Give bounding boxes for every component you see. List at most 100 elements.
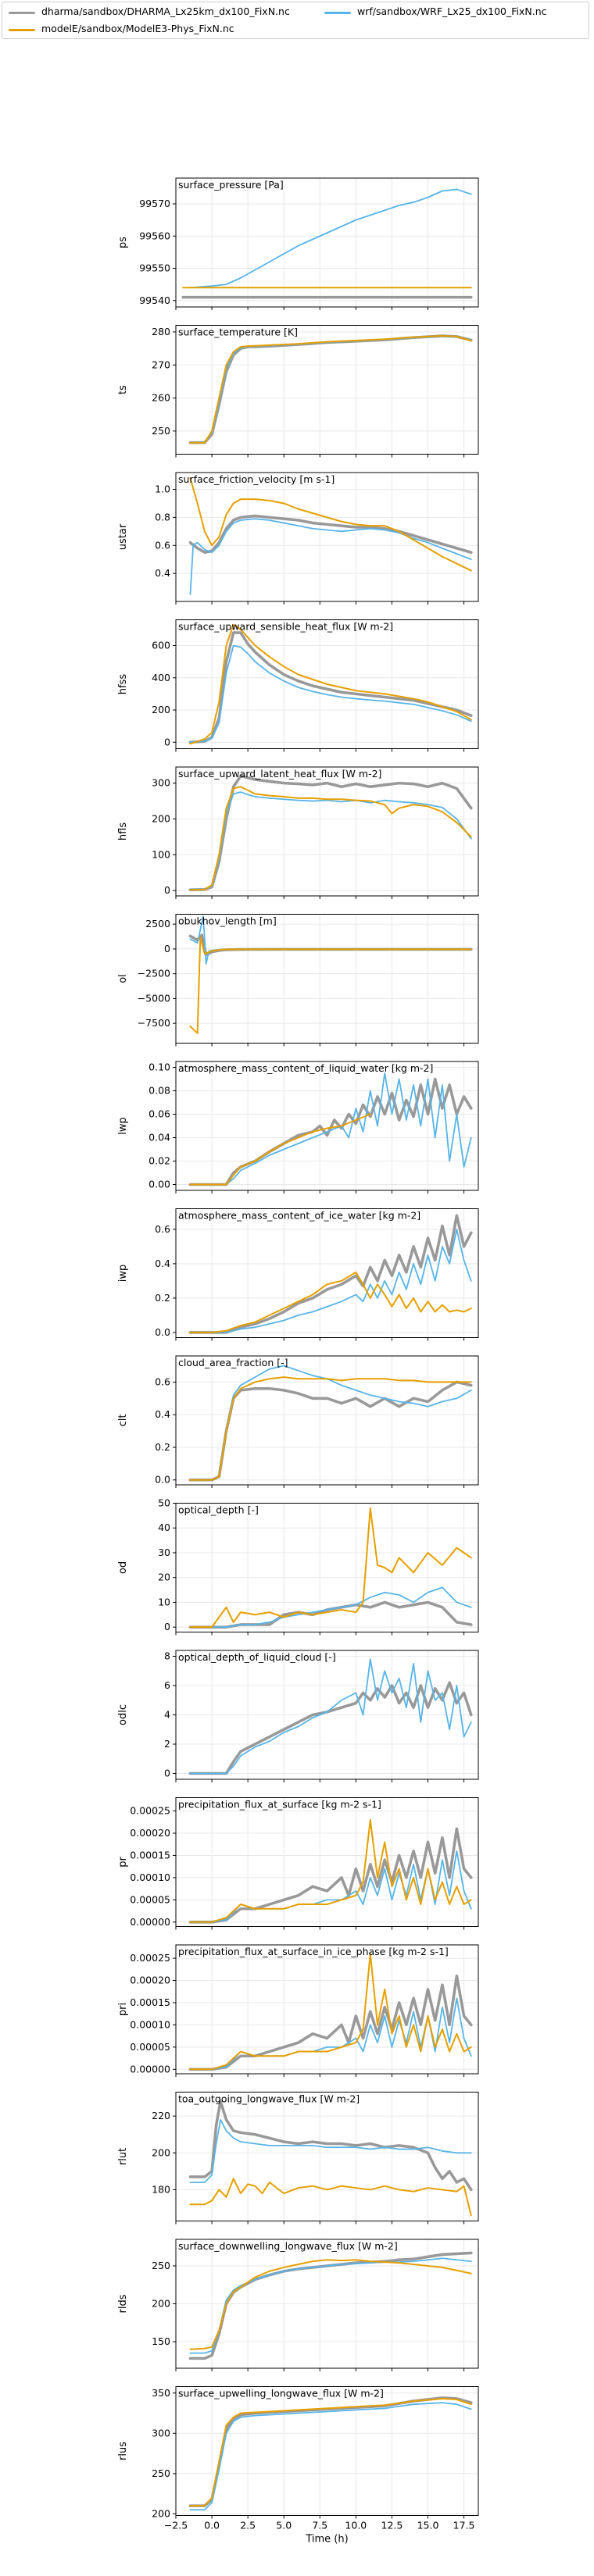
subplot-6: −7500 −5000 −2500 0 2500 obukhov_length [m] ol <box>117 914 479 1047</box>
subplot-16: 200 250 300 350 −2.5 0.0 2.5 5.0 7.5 10.0 12.5 15.0… <box>117 2386 479 2546</box>
subplot-title: surface_downwelling_longwave_flux [W m-2… <box>178 2240 398 2252</box>
axes-frame <box>175 766 479 897</box>
y-tick-label: 0.00010 <box>130 2018 170 2030</box>
y-tick-label: 180 <box>152 2183 170 2195</box>
legend-label-modele: modelE/sandbox/ModelE3-Phys_FixN.nc <box>41 23 234 34</box>
x-tick-label: 17.5 <box>453 2520 475 2531</box>
y-tick-label: 0.8 <box>155 511 170 523</box>
axes-frame <box>175 2386 479 2516</box>
x-tick-label: 7.5 <box>312 2520 327 2531</box>
y-tick-label: 270 <box>152 359 170 370</box>
subplot-title: surface_friction_velocity [m s-1] <box>178 473 335 485</box>
subplot-3: 0.4 0.6 0.8 1.0 surface_friction_velocity [m… <box>117 472 479 605</box>
axes-frame <box>175 472 479 602</box>
y-tick-label: 300 <box>152 777 170 789</box>
y-tick-label: 0.00005 <box>130 1893 170 1905</box>
y-axis-label: ts <box>117 385 129 394</box>
series-line-dharma <box>188 1077 473 1186</box>
y-tick-label: 99550 <box>139 262 170 274</box>
y-tick-label: 0.0 <box>155 1474 170 1486</box>
subplot-title: atmosphere_mass_content_of_ice_water [kg… <box>178 1210 420 1222</box>
y-tick-label: 100 <box>152 848 170 860</box>
y-tick-label: 400 <box>152 672 170 683</box>
axes-frame <box>175 2092 479 2221</box>
series-line-dharma <box>188 933 473 957</box>
subplot-9: 0.0 0.2 0.4 0.6 cloud_area_fraction [-] clt <box>117 1355 479 1488</box>
y-tick-label: 0.00015 <box>130 1849 170 1861</box>
series-line-modele <box>189 2259 472 2350</box>
y-tick-label: 0.00025 <box>130 1952 170 1964</box>
series-line-wrf <box>189 1586 472 1629</box>
series-line-modele <box>189 936 472 1034</box>
series-line-modele <box>189 477 472 572</box>
y-tick-label: 0.0 <box>155 1326 170 1338</box>
series-line-dharma <box>188 1681 473 1775</box>
y-axis-label: rlut <box>117 2148 129 2165</box>
y-tick-label: 0.6 <box>155 1223 170 1235</box>
series-line-dharma <box>188 334 473 444</box>
subplot-8: 0.0 0.2 0.4 0.6 atmosphere_mass_content_of_i… <box>117 1208 479 1341</box>
y-axis-label: ps <box>117 237 129 248</box>
subplot-15: 150 200 250 surface_downwelling_longwave_fl… <box>117 2239 479 2371</box>
x-tick-label: −2.5 <box>164 2520 188 2531</box>
subplot-11: 0 2 4 6 8 optical_depth_of_liquid_cloud [-] od… <box>117 1650 479 1782</box>
y-tick-label: 0.00 <box>148 1179 170 1190</box>
axes-frame <box>175 177 479 308</box>
series-line-dharma <box>188 631 473 744</box>
subplot-title: precipitation_flux_at_surface_in_ice_pha… <box>178 1946 449 1957</box>
y-tick-label: 0.10 <box>148 1061 170 1073</box>
series-line-wrf <box>189 644 472 744</box>
y-tick-label: 200 <box>152 2298 170 2310</box>
axes-frame <box>175 619 479 749</box>
legend: dharma/sandbox/DHARMA_Lx25km_dx100_FixN.… <box>2 2 589 39</box>
y-tick-label: 4 <box>164 1709 170 1721</box>
subplot-title: toa_outgoing_longwave_flux [W m-2] <box>178 2093 360 2105</box>
series-line-wrf <box>189 188 472 289</box>
y-axis-label: rlds <box>117 2294 129 2313</box>
subplot-title: surface_upward_sensible_heat_flux [W m-2… <box>178 621 393 633</box>
y-tick-label: 0.02 <box>148 1155 170 1167</box>
subplot-title: surface_upwelling_longwave_flux [W m-2] <box>178 2388 384 2399</box>
y-tick-label: 200 <box>152 812 170 824</box>
y-tick-label: 250 <box>152 425 170 437</box>
subplot-5: 0 100 200 300 surface_upward_latent_heat_flu… <box>117 766 479 899</box>
series-line-wrf <box>189 2257 472 2354</box>
y-tick-label: 200 <box>152 2146 170 2158</box>
y-tick-label: 10 <box>158 1596 170 1607</box>
axes-frame <box>175 1797 479 1927</box>
y-tick-label: 280 <box>152 326 170 337</box>
y-tick-label: 6 <box>164 1679 170 1691</box>
series-line-modele <box>189 335 472 444</box>
y-tick-label: 0.00010 <box>130 1871 170 1883</box>
y-tick-label: 220 <box>152 2110 170 2121</box>
y-tick-label: −2500 <box>138 968 170 979</box>
y-axis-label: pri <box>117 2003 129 2016</box>
y-axis-label: od <box>117 1561 129 1574</box>
subplot-2: 250 260 270 280 surface_temperature [K] ts <box>117 325 479 458</box>
series-line-modele <box>189 1113 371 1186</box>
series-line-modele <box>189 1818 472 1923</box>
y-tick-label: −5000 <box>138 992 170 1004</box>
y-axis-label: hfls <box>117 822 129 840</box>
series-line-modele <box>189 2178 472 2217</box>
y-tick-label: 0.00000 <box>130 1916 170 1928</box>
y-axis-label: rlus <box>117 2442 129 2460</box>
series-line-wrf <box>189 1072 472 1186</box>
subplot-14: 180 200 220 toa_outgoing_longwave_flux [W m… <box>117 2092 479 2225</box>
legend-label-wrf: wrf/sandbox/WRF_Lx25_dx100_FixN.nc <box>357 5 547 17</box>
y-tick-label: 350 <box>152 2387 170 2399</box>
y-tick-label: 600 <box>152 640 170 651</box>
series-line-wrf <box>189 518 472 595</box>
series-line-dharma <box>188 1827 473 1924</box>
y-axis-label: hfss <box>117 674 129 695</box>
legend-label-dharma: dharma/sandbox/DHARMA_Lx25km_dx100_FixN.… <box>41 5 290 17</box>
y-tick-label: 260 <box>152 392 170 404</box>
y-tick-label: 300 <box>152 2427 170 2439</box>
series-line-wrf <box>189 2118 472 2183</box>
axes-frame <box>175 914 479 1044</box>
y-axis-label: iwp <box>117 1265 129 1283</box>
series-line-dharma <box>188 2100 473 2192</box>
y-tick-label: 0.04 <box>148 1132 170 1144</box>
subplot-title: surface_temperature [K] <box>178 326 298 338</box>
